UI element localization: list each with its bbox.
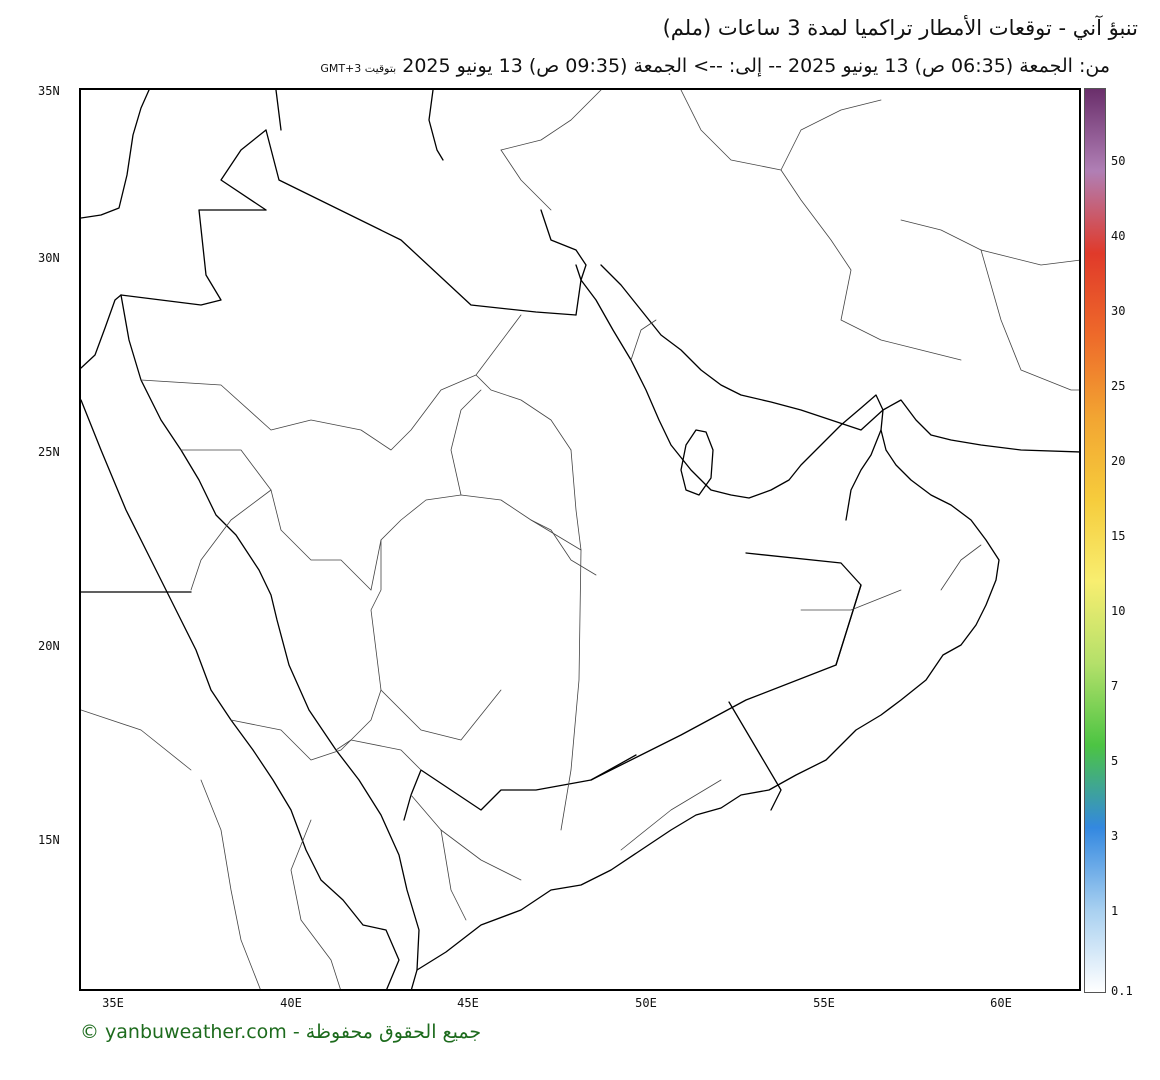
lon-tick: 60E [990, 996, 1012, 1010]
lon-tick: 55E [813, 996, 835, 1010]
lat-tick: 20N [38, 639, 60, 653]
colorbar-label: 1 [1111, 904, 1119, 918]
map-outline [81, 90, 1079, 989]
copyright-footer[interactable]: © yanbuweather.com - جميع الحقوق محفوظة [80, 1021, 482, 1043]
admin-boundaries [81, 90, 1079, 989]
lat-tick: 15N [38, 833, 60, 847]
precipitation-colorbar [1084, 88, 1106, 993]
map-area[interactable] [79, 88, 1081, 991]
map-title: تنبؤ آني - توقعات الأمطار تراكميا لمدة 3… [662, 16, 1138, 40]
time-range: من: الجمعة (06:35 ص) 13 يونيو 2025 -- إل… [320, 55, 1110, 77]
colorbar-label: 30 [1111, 304, 1126, 318]
lon-tick: 40E [280, 996, 302, 1010]
lat-tick: 25N [38, 445, 60, 459]
colorbar-label: 15 [1111, 529, 1126, 543]
lat-tick: 35N [38, 84, 60, 98]
colorbar-label: 0.1 [1111, 984, 1133, 998]
lat-tick: 30N [38, 251, 60, 265]
colorbar-label: 5 [1111, 754, 1119, 768]
colorbar-label: 25 [1111, 379, 1126, 393]
colorbar-label: 40 [1111, 229, 1126, 243]
colorbar-label: 20 [1111, 454, 1126, 468]
lon-tick: 35E [102, 996, 124, 1010]
colorbar-label: 3 [1111, 829, 1119, 843]
colorbar-label: 7 [1111, 679, 1119, 693]
time-range-text: من: الجمعة (06:35 ص) 13 يونيو 2025 -- إل… [402, 55, 1110, 77]
colorbar-label: 50 [1111, 154, 1126, 168]
coastline [81, 90, 1079, 989]
lon-tick: 50E [635, 996, 657, 1010]
timezone-label: بتوقيت GMT+3 [320, 62, 397, 75]
country-borders [81, 90, 882, 821]
lon-tick: 45E [457, 996, 479, 1010]
colorbar-label: 10 [1111, 604, 1126, 618]
